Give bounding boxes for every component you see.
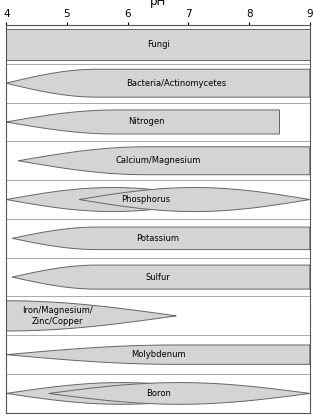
Text: Molybdenum: Molybdenum bbox=[131, 350, 185, 359]
Text: Calcium/Magnesium: Calcium/Magnesium bbox=[115, 156, 201, 165]
Polygon shape bbox=[12, 265, 310, 289]
Text: Phosphorus: Phosphorus bbox=[121, 195, 171, 204]
Polygon shape bbox=[49, 382, 310, 404]
Polygon shape bbox=[6, 301, 176, 331]
Polygon shape bbox=[12, 227, 310, 249]
Text: Bacteria/Actinomycetes: Bacteria/Actinomycetes bbox=[126, 79, 226, 88]
Text: Iron/Magnesium/
Zinc/Copper: Iron/Magnesium/ Zinc/Copper bbox=[23, 306, 93, 326]
Text: Fungi: Fungi bbox=[146, 40, 170, 49]
Polygon shape bbox=[6, 345, 310, 364]
Text: Boron: Boron bbox=[146, 389, 171, 398]
X-axis label: pH: pH bbox=[150, 0, 166, 8]
Bar bbox=[6, 29, 310, 60]
Polygon shape bbox=[6, 110, 280, 134]
Polygon shape bbox=[6, 382, 237, 404]
Text: Sulfur: Sulfur bbox=[146, 273, 171, 281]
Polygon shape bbox=[18, 147, 310, 175]
Text: Nitrogen: Nitrogen bbox=[128, 118, 164, 126]
Polygon shape bbox=[6, 188, 219, 211]
Polygon shape bbox=[6, 69, 310, 97]
Polygon shape bbox=[79, 188, 310, 211]
Text: Potassium: Potassium bbox=[136, 234, 180, 243]
